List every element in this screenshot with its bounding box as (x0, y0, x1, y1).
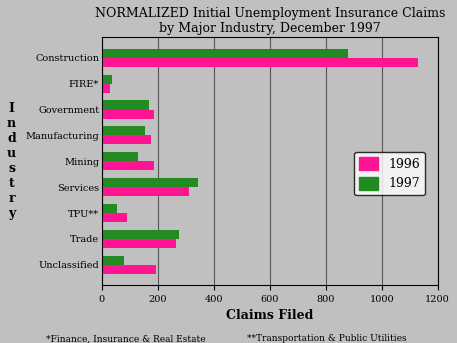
Bar (102, 84, 110, 93)
Legend: 1996, 1997: 1996, 1997 (354, 152, 425, 196)
Bar (102, 239, 176, 248)
Bar (102, 135, 151, 144)
Bar (102, 256, 124, 265)
Bar (102, 49, 348, 58)
Text: *Finance, Insurance & Real Estate: *Finance, Insurance & Real Estate (46, 334, 205, 343)
Text: **Transportation & Public Utilities: **Transportation & Public Utilities (247, 334, 406, 343)
Bar (102, 213, 127, 222)
Bar (102, 126, 145, 135)
X-axis label: Claims Filed: Claims Filed (226, 309, 314, 322)
Bar (102, 161, 154, 170)
Bar (102, 100, 149, 109)
Bar (102, 230, 179, 239)
Bar (102, 265, 156, 274)
Bar (102, 187, 189, 196)
Title: NORMALIZED Initial Unemployment Insurance Claims
by Major Industry, December 199: NORMALIZED Initial Unemployment Insuranc… (95, 7, 445, 35)
Y-axis label: I
n
d
u
s
t
r
y: I n d u s t r y (7, 102, 16, 220)
Bar (102, 178, 198, 187)
Bar (102, 109, 154, 119)
Bar (102, 152, 138, 161)
Bar (102, 58, 418, 67)
Bar (102, 75, 112, 84)
Bar (102, 204, 117, 213)
